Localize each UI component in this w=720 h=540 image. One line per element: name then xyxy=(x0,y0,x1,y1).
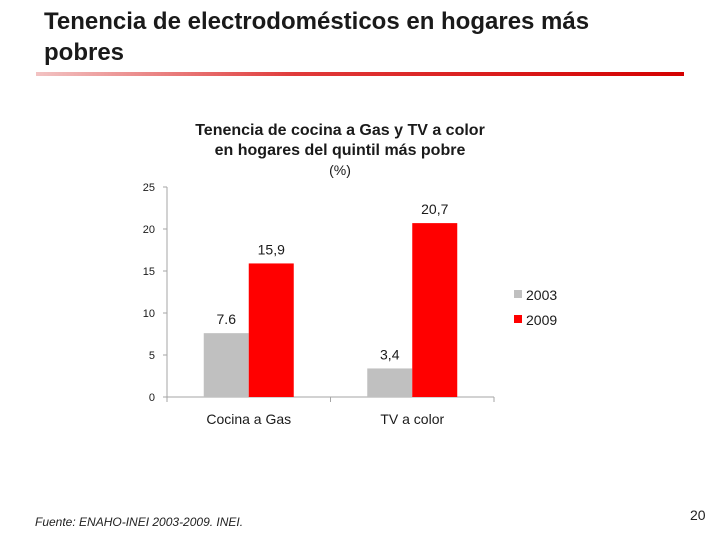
title-underline xyxy=(36,72,684,76)
bar xyxy=(412,223,458,397)
y-tick-label: 20 xyxy=(143,224,155,236)
chart-title-line-2: en hogares del quintil más pobre xyxy=(214,142,466,159)
data-label: 15,9 xyxy=(258,241,285,257)
y-tick-label: 15 xyxy=(143,266,155,278)
y-tick-label: 0 xyxy=(149,392,155,404)
legend-label: 2009 xyxy=(526,312,557,328)
bar xyxy=(367,368,413,397)
chart-title: Tenencia de cocina a Gas y TV a color en… xyxy=(140,121,540,161)
legend-label: 2003 xyxy=(526,287,557,303)
chart-unit: (%) xyxy=(329,162,351,178)
bar xyxy=(248,263,294,397)
data-label: 3,4 xyxy=(380,346,400,362)
bar xyxy=(203,333,249,397)
slide-title: Tenencia de electrodomésticos en hogares… xyxy=(44,6,704,68)
x-tick-label: TV a color xyxy=(380,411,444,427)
legend-swatch xyxy=(514,315,522,323)
page-number: 20 xyxy=(690,507,706,523)
slide-title-line-2: pobres xyxy=(44,39,125,66)
data-label: 7.6 xyxy=(217,311,237,327)
x-tick-label: Cocina a Gas xyxy=(206,411,291,427)
legend-swatch xyxy=(514,290,522,298)
slide-title-line-1: Tenencia de electrodomésticos en hogares… xyxy=(44,8,590,35)
data-label: 20,7 xyxy=(421,201,448,217)
chart-title-line-1: Tenencia de cocina a Gas y TV a color xyxy=(195,122,485,139)
source-note: Fuente: ENAHO-INEI 2003-2009. INEI. xyxy=(35,515,244,529)
y-tick-label: 5 xyxy=(149,350,155,362)
y-tick-label: 10 xyxy=(143,308,155,320)
y-tick-label: 25 xyxy=(143,182,155,194)
